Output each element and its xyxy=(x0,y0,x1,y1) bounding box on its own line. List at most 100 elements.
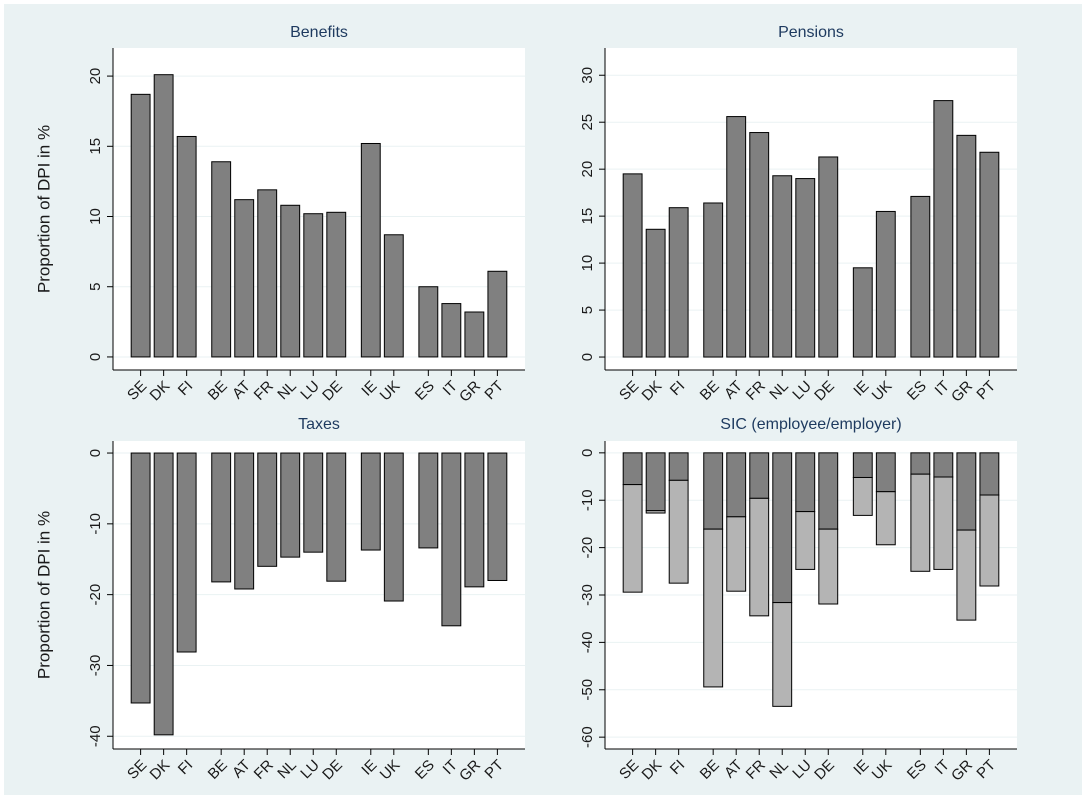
bar xyxy=(818,156,839,358)
bar xyxy=(326,452,347,582)
bar xyxy=(818,452,839,530)
y-tick-label: 0 xyxy=(579,353,596,361)
bar xyxy=(303,452,324,553)
bar xyxy=(130,93,151,358)
bar xyxy=(875,210,896,358)
bar xyxy=(726,116,747,358)
bar xyxy=(910,452,931,475)
chart-title: Taxes xyxy=(298,416,340,433)
chart-title: Benefits xyxy=(290,24,348,41)
bar xyxy=(795,511,816,570)
bar xyxy=(668,452,689,481)
y-tick-label: -20 xyxy=(579,537,596,559)
bar xyxy=(280,204,301,358)
bar xyxy=(257,189,278,358)
y-tick-label: 0 xyxy=(87,353,104,361)
y-tick-label: -40 xyxy=(87,725,104,747)
y-tick-label: -50 xyxy=(579,679,596,701)
chart-title: Pensions xyxy=(778,24,844,41)
y-tick-label: 10 xyxy=(87,208,104,225)
bar xyxy=(979,494,1000,587)
y-tick-label: -20 xyxy=(87,584,104,606)
bar xyxy=(326,211,347,358)
bar xyxy=(234,452,255,590)
bar xyxy=(668,207,689,358)
bar xyxy=(956,452,977,531)
bar xyxy=(703,452,724,530)
bar xyxy=(795,178,816,358)
bar xyxy=(979,452,1000,496)
bar xyxy=(749,132,770,358)
bar xyxy=(956,134,977,358)
bar xyxy=(383,452,404,602)
bar xyxy=(726,516,747,592)
bar xyxy=(234,199,255,358)
y-tick-label: 5 xyxy=(87,283,104,291)
bar xyxy=(176,452,197,653)
y-tick-label: 15 xyxy=(579,208,596,225)
y-tick-label: 10 xyxy=(579,255,596,272)
bar xyxy=(956,529,977,621)
bar xyxy=(910,195,931,358)
bar xyxy=(441,452,462,627)
bar xyxy=(933,476,954,570)
bar xyxy=(622,484,643,593)
bar xyxy=(818,528,839,605)
y-tick-label: -40 xyxy=(579,632,596,654)
bar xyxy=(622,173,643,358)
bar xyxy=(360,452,381,551)
y-tick-label: 5 xyxy=(579,306,596,314)
chart-title: SIC (employee/employer) xyxy=(720,416,901,433)
y-tick-label: -10 xyxy=(579,489,596,511)
bar xyxy=(875,491,896,546)
y-axis-label: Proportion of DPI in % xyxy=(34,511,53,679)
bar xyxy=(464,452,485,588)
bar xyxy=(464,311,485,358)
bar xyxy=(645,452,666,512)
bar xyxy=(703,528,724,688)
bar xyxy=(487,452,508,581)
y-tick-label: -30 xyxy=(579,584,596,606)
y-tick-label: 15 xyxy=(87,138,104,155)
y-tick-label: -10 xyxy=(87,513,104,535)
bar xyxy=(418,452,439,549)
bar xyxy=(645,510,666,514)
y-tick-label: 20 xyxy=(87,68,104,85)
bar xyxy=(418,286,439,358)
bar xyxy=(933,100,954,358)
bar xyxy=(726,452,747,518)
bar xyxy=(795,452,816,513)
bar xyxy=(772,602,793,707)
bar xyxy=(441,303,462,358)
bar xyxy=(487,270,508,358)
bar xyxy=(360,142,381,358)
bar xyxy=(153,452,174,736)
bar xyxy=(622,452,643,486)
bar xyxy=(211,452,232,583)
bar xyxy=(703,202,724,358)
bar xyxy=(211,161,232,358)
bar xyxy=(875,452,896,493)
bar xyxy=(852,267,873,358)
y-tick-label: 30 xyxy=(579,67,596,84)
bar xyxy=(383,234,404,358)
bar xyxy=(130,452,151,704)
bar xyxy=(910,473,931,572)
bar xyxy=(852,452,873,478)
bar xyxy=(176,135,197,358)
y-tick-label: -60 xyxy=(579,726,596,748)
bar xyxy=(933,452,954,478)
y-axis-label: Proportion of DPI in % xyxy=(34,125,53,293)
bar xyxy=(153,74,174,358)
bar xyxy=(979,151,1000,358)
bar xyxy=(772,452,793,604)
bar xyxy=(749,452,770,499)
bar xyxy=(852,476,873,516)
y-tick-label: 20 xyxy=(579,161,596,178)
y-tick-label: 0 xyxy=(579,449,596,457)
bar xyxy=(772,175,793,358)
bar xyxy=(257,452,278,567)
y-tick-label: -30 xyxy=(87,655,104,677)
